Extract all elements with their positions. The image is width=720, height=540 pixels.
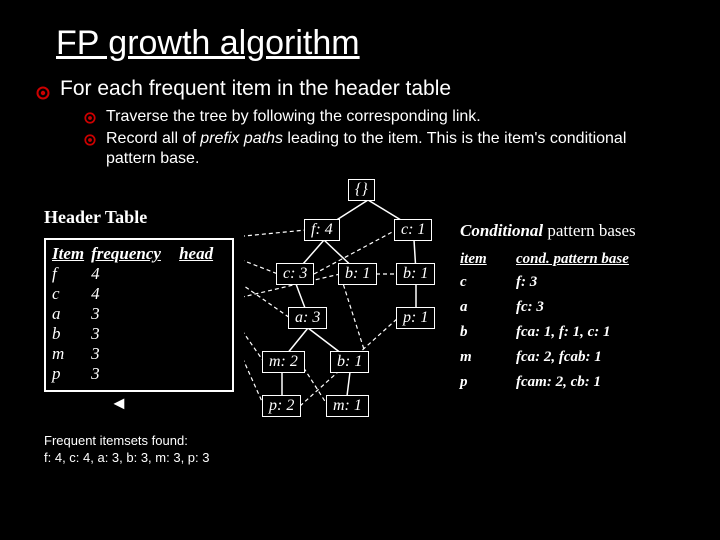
ct-col-item: item (460, 251, 516, 268)
header-table: Header Table Item frequency head f4c4a3b… (44, 207, 234, 392)
caret-icon: ◄ (110, 393, 128, 414)
target-bullet-icon (84, 132, 96, 144)
bullet-sub-2: Record all of prefix paths leading to th… (84, 129, 672, 169)
ct-row: afc: 3 (460, 299, 680, 316)
ht-row: c4 (52, 284, 226, 304)
ht-col-head: head (179, 244, 226, 264)
tree-node: a: 3 (288, 307, 327, 329)
ht-row: p3 (52, 364, 226, 384)
slide-title: FP growth algorithm (56, 24, 672, 63)
fp-tree: {}f: 4c: 1c: 3b: 1b: 1a: 3p: 1m: 2b: 1p:… (244, 179, 494, 469)
target-bullet-icon (36, 82, 50, 96)
ht-col-item: Item (52, 244, 91, 264)
tree-node: b: 1 (396, 263, 435, 285)
tree-node: m: 1 (326, 395, 369, 417)
ht-row: f4 (52, 264, 226, 284)
tree-edges (244, 179, 494, 469)
ct-row: mfca: 2, fcab: 1 (460, 349, 680, 366)
ht-col-freq: frequency (91, 244, 179, 264)
ct-row: cf: 3 (460, 274, 680, 291)
cond-title: Conditional pattern bases (460, 221, 680, 241)
ht-row: m3 (52, 344, 226, 364)
bullet-main: For each frequent item in the header tab… (36, 77, 672, 101)
ct-row: pfcam: 2, cb: 1 (460, 374, 680, 391)
tree-node: p: 1 (396, 307, 435, 329)
footer-line1: Frequent itemsets found: (44, 433, 209, 450)
ht-row: b3 (52, 324, 226, 344)
header-table-title: Header Table (44, 207, 234, 228)
tree-node: f: 4 (304, 219, 340, 241)
tree-node: c: 3 (276, 263, 314, 285)
footer-note: Frequent itemsets found: f: 4, c: 4, a: … (44, 433, 209, 467)
tree-node: b: 1 (330, 351, 369, 373)
tree-node: p: 2 (262, 395, 301, 417)
bullet-sub-1-text: Traverse the tree by following the corre… (106, 107, 481, 127)
bullet-sub-1: Traverse the tree by following the corre… (84, 107, 672, 127)
header-table-box: Item frequency head f4c4a3b3m3p3 (44, 238, 234, 392)
bullet-sub-2-text: Record all of prefix paths leading to th… (106, 129, 672, 169)
tree-node: b: 1 (338, 263, 377, 285)
ct-row: bfca: 1, f: 1, c: 1 (460, 324, 680, 341)
tree-node: m: 2 (262, 351, 305, 373)
bullet-main-text: For each frequent item in the header tab… (60, 77, 451, 101)
conditional-pattern-table: Conditional pattern bases item cond. pat… (460, 221, 680, 399)
ht-row: a3 (52, 304, 226, 324)
footer-line2: f: 4, c: 4, a: 3, b: 3, m: 3, p: 3 (44, 450, 209, 467)
ct-col-base: cond. pattern base (516, 251, 680, 268)
target-bullet-icon (84, 110, 96, 122)
tree-node: c: 1 (394, 219, 432, 241)
tree-node: {} (348, 179, 375, 201)
